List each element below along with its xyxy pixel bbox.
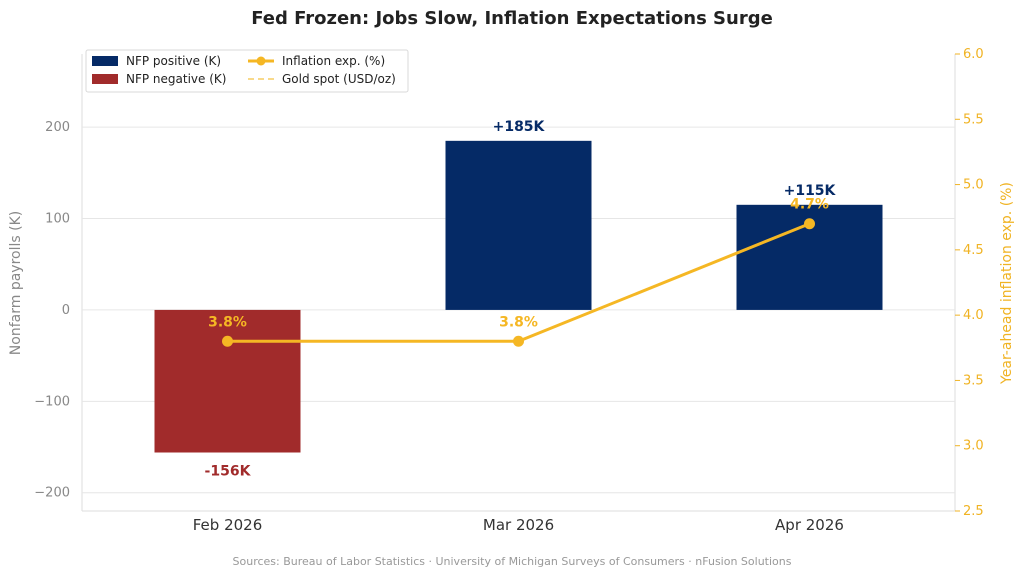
- y2-tick-label: 5.5: [963, 112, 984, 127]
- nfp-data-label: -156K: [205, 464, 252, 480]
- y2-tick-label: 2.5: [963, 504, 984, 519]
- y-tick-label: 0: [62, 303, 70, 318]
- legend-label: Inflation exp. (%): [282, 54, 385, 68]
- data-labels: -156K +185K +115K 3.8% 3.8% 4.7%: [205, 119, 837, 480]
- y-tick-label: −200: [34, 486, 70, 501]
- nfp-data-label: +115K: [784, 183, 837, 199]
- legend: NFP positive (K) NFP negative (K) Inflatio…: [85, 49, 409, 93]
- inflation-line-series: [222, 218, 815, 347]
- y-tick-label: 200: [45, 120, 70, 135]
- y-axis-left-label: Nonfarm payrolls (K): [8, 211, 24, 355]
- x-tick-label: Feb 2026: [193, 516, 263, 534]
- y2-tick-label: 3.0: [963, 439, 984, 454]
- sources-footer: Sources: Bureau of Labor Statistics · Un…: [233, 555, 792, 568]
- inflation-point: [222, 335, 233, 347]
- y2-tick-label: 4.5: [963, 243, 984, 258]
- inflation-point: [804, 218, 815, 230]
- nfp-bar: [154, 309, 301, 453]
- y2-tick-label: 5.0: [963, 178, 984, 193]
- inflation-data-label: 3.8%: [499, 314, 538, 330]
- legend-label: NFP negative (K): [126, 72, 226, 86]
- inflation-point: [513, 335, 524, 347]
- legend-label: NFP positive (K): [126, 54, 221, 68]
- x-tick-label: Mar 2026: [483, 516, 554, 534]
- nfp-bar: [445, 140, 592, 310]
- y2-tick-label: 6.0: [963, 47, 984, 62]
- inflation-data-label: 4.7%: [790, 197, 829, 213]
- inflation-data-label: 3.8%: [208, 314, 247, 330]
- x-tick-label: Apr 2026: [775, 516, 844, 534]
- y-axis-right-label: Year-ahead inflation exp. (%): [999, 182, 1015, 385]
- x-axis: Feb 2026 Mar 2026 Apr 2026: [193, 516, 844, 534]
- legend-label: Gold spot (USD/oz): [282, 72, 396, 86]
- legend-swatch: [92, 74, 118, 84]
- nfp-data-label: +185K: [493, 119, 546, 135]
- legend-marker: [256, 56, 266, 66]
- y-tick-label: −100: [34, 394, 70, 409]
- y-axis-left: −200 −100 0 100 200: [34, 120, 70, 501]
- y-axis-right: 2.5 3.0 3.5 4.0 4.5 5.0 5.5 6.0: [955, 47, 984, 519]
- legend-box: [85, 49, 409, 93]
- y2-tick-label: 4.0: [963, 308, 984, 323]
- bar-series: [154, 140, 883, 453]
- plot-area: [81, 54, 956, 512]
- y2-tick-label: 3.5: [963, 373, 984, 388]
- y-tick-label: 100: [45, 212, 70, 227]
- legend-swatch: [92, 56, 118, 66]
- chart-title: Fed Frozen: Jobs Slow, Inflation Expecta…: [251, 8, 773, 29]
